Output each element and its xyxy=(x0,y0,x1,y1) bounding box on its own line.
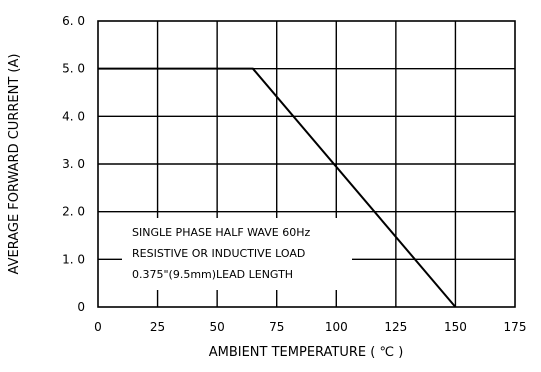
y-tick-label: 4. 0 xyxy=(62,109,85,123)
annotation-line-2: RESISTIVE OR INDUCTIVE LOAD xyxy=(132,247,305,260)
annotation-line-1: SINGLE PHASE HALF WAVE 60Hz xyxy=(132,226,310,239)
x-tick-labels: 0 25 50 75 100 125 150 175 xyxy=(94,320,526,334)
series-line-0 xyxy=(98,67,457,308)
x-tick-label: 100 xyxy=(325,320,348,334)
y-tick-label: 1. 0 xyxy=(62,252,85,266)
x-tick-label: 0 xyxy=(94,320,102,334)
y-tick-label: 3. 0 xyxy=(62,157,85,171)
plot-frame xyxy=(97,20,516,308)
x-tick-label: 25 xyxy=(150,320,165,334)
annotation-box xyxy=(122,218,352,290)
x-tick-label: 75 xyxy=(269,320,284,334)
y-tick-label: 0 xyxy=(77,300,85,314)
y-tick-labels: 0 1. 0 2. 0 3. 0 4. 0 5. 0 6. 0 xyxy=(62,14,85,314)
x-tick-label: 125 xyxy=(384,320,407,334)
series-layer xyxy=(98,67,457,308)
y-tick-label: 5. 0 xyxy=(62,62,85,76)
x-tick-label: 150 xyxy=(444,320,467,334)
y-tick-label: 2. 0 xyxy=(62,205,85,219)
y-axis-label: AVERAGE FORWARD CURRENT (A) xyxy=(7,54,22,275)
annotation-line-3: 0.375"(9.5mm)LEAD LENGTH xyxy=(132,268,293,281)
x-tick-label: 50 xyxy=(210,320,225,334)
x-tick-label: 175 xyxy=(504,320,527,334)
y-tick-label: 6. 0 xyxy=(62,14,85,28)
x-axis-label: AMBIENT TEMPERATURE ( ℃ ) xyxy=(209,345,404,360)
